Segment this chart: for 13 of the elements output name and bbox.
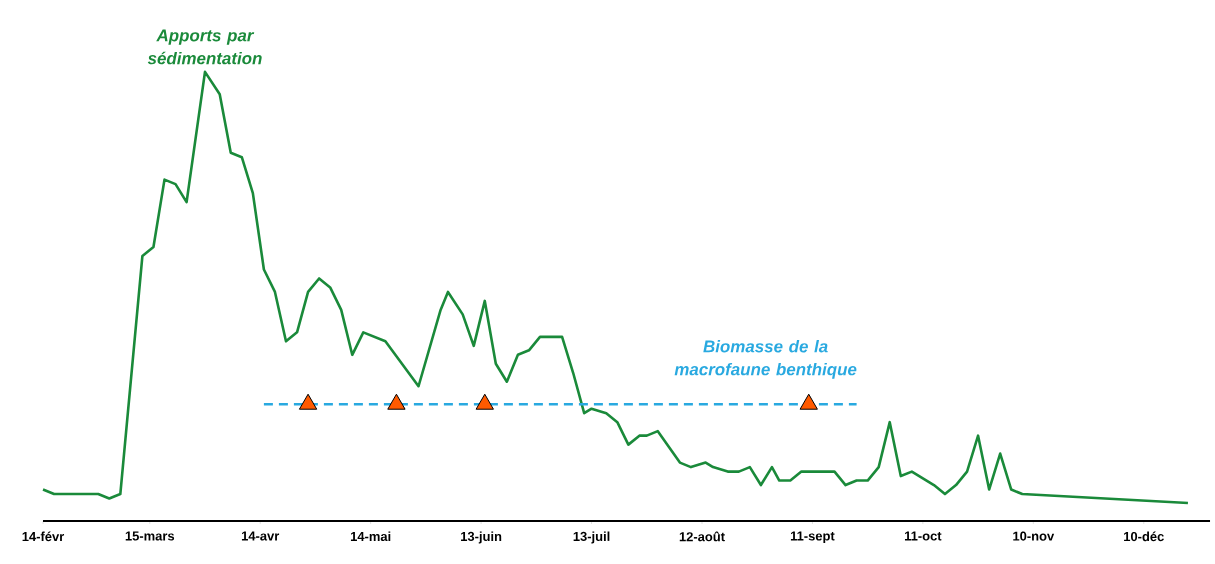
x-tick-label: 13-juin <box>461 531 502 544</box>
x-tick-label: 11-sept <box>790 531 835 544</box>
x-tick-label: 13-juil <box>573 531 610 544</box>
series-label: Apports par sédimentation <box>147 29 262 65</box>
series-label: Biomasse de la macrofaune benthique <box>674 339 857 379</box>
x-tick-label: 12-août <box>679 531 725 542</box>
x-tick-label: 15-mars <box>125 531 175 541</box>
x-tick-label: 14-avr <box>241 531 280 541</box>
x-tick-label: 10-nov <box>1013 531 1055 541</box>
x-tick-label: 14-févr <box>22 531 65 542</box>
x-tick-label: 10-déc <box>1124 531 1164 542</box>
x-tick-label: 11-oct <box>904 531 942 541</box>
x-tick-label: 14-mai <box>350 531 391 542</box>
